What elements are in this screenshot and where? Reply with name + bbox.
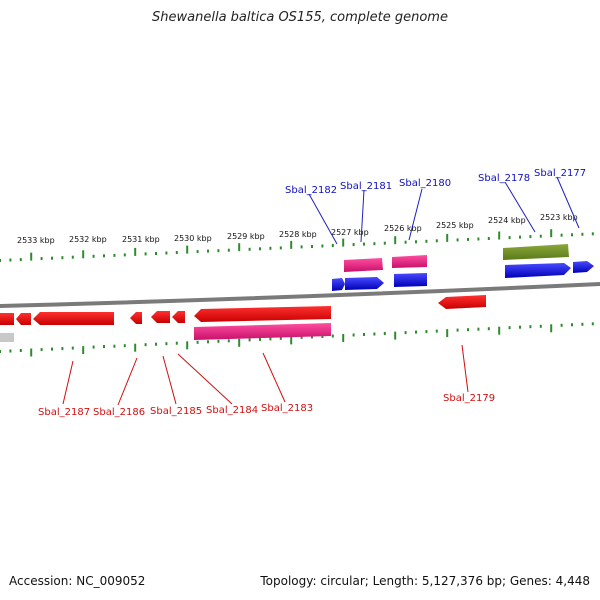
gene-label-sbal-2178[interactable]: Sbal_2178 [478,173,530,184]
gene-label-sbal-2182[interactable]: Sbal_2182 [285,185,337,196]
gene-label-sbal-2186[interactable]: Sbal_2186 [93,407,145,418]
backbone-left-stub [0,333,14,342]
label-leader-lines [62,176,580,406]
scale-label: 2530 kbp [174,234,212,243]
scale-label: 2533 kbp [17,236,55,245]
scale-label: 2528 kbp [279,230,317,239]
scale-label: 2525 kbp [436,221,474,230]
genome-summary: Topology: circular; Length: 5,127,376 bp… [260,574,590,588]
gene-feature-reverse-cds[interactable] [151,311,170,323]
gene-label-sbal-2177[interactable]: Sbal_2177 [534,168,586,179]
genome-backbone [0,282,600,308]
scale-label: 2527 kbp [331,228,369,237]
gene-feature-forward-cds[interactable] [332,278,345,291]
gene-feature-forward-cds[interactable] [573,261,594,273]
scale-label: 2531 kbp [122,235,160,244]
gene-feature-reverse-cds[interactable] [172,311,185,323]
gene-feature-forward-cds[interactable] [505,263,571,278]
gene-feature-forward-cds[interactable] [345,277,384,290]
scale-label: 2532 kbp [69,235,107,244]
scale-label: 2526 kbp [384,224,422,233]
scale-labels: 2533 kbp 2532 kbp 2531 kbp 2530 kbp 2529 kbp… [17,213,578,245]
gene-label-sbal-2179[interactable]: Sbal_2179 [443,393,495,404]
map-title: Shewanella baltica OS155, complete genom… [152,10,448,25]
gene-label-sbal-2185[interactable]: Sbal_2185 [150,406,202,417]
scale-label: 2524 kbp [488,216,526,225]
gene-feature-reverse-cds[interactable] [0,313,14,325]
gene-feature-forward-rna[interactable] [344,258,383,272]
gene-feature-reverse-cds[interactable] [194,306,331,322]
gene-feature-forward-rna[interactable] [392,255,427,268]
gene-label-sbal-2180[interactable]: Sbal_2180 [399,178,451,189]
gene-feature-forward-cds[interactable] [394,273,427,287]
gene-label-sbal-2181[interactable]: Sbal_2181 [340,181,392,192]
gene-feature-reverse-cds[interactable] [130,312,142,324]
gene-label-sbal-2183[interactable]: Sbal_2183 [261,403,313,414]
gene-feature-other[interactable] [503,244,569,260]
scale-label: 2529 kbp [227,232,265,241]
gene-label-sbal-2187[interactable]: Sbal_2187 [38,407,90,418]
gene-feature-reverse-rna[interactable] [194,323,331,340]
gene-feature-reverse-cds[interactable] [16,313,31,325]
upper-tick-track [0,229,594,262]
gene-feature-reverse-cds[interactable] [33,312,114,325]
scale-label: 2523 kbp [540,213,578,222]
gene-label-sbal-2184[interactable]: Sbal_2184 [206,405,258,416]
gene-features [0,244,594,340]
accession-label: Accession: NC_009052 [9,574,146,588]
gene-feature-reverse-cds[interactable] [438,295,486,309]
lower-tick-track [0,322,594,357]
